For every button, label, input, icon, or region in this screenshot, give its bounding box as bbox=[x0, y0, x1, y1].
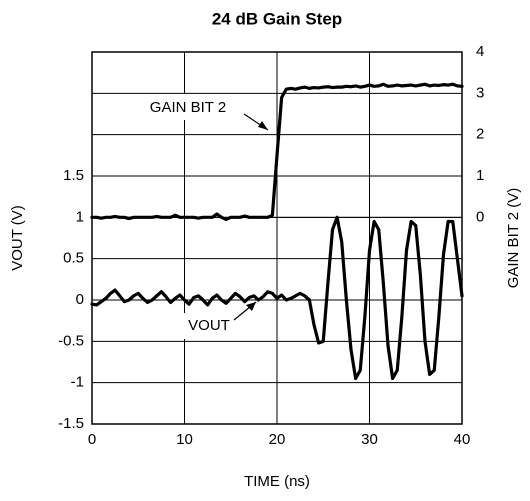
x-tick-label: 30 bbox=[361, 431, 378, 448]
y-tick-label: -1 bbox=[71, 374, 84, 391]
annotation-bg bbox=[182, 313, 236, 339]
chart-title: 24 dB Gain Step bbox=[212, 9, 342, 28]
y-tick-label: 0.5 bbox=[63, 250, 84, 267]
y-tick-label: -0.5 bbox=[58, 332, 84, 349]
x-tick-label: 10 bbox=[176, 431, 193, 448]
y2-tick-label: 2 bbox=[476, 126, 484, 143]
y2-tick-label: 0 bbox=[476, 208, 484, 225]
annotation: GAIN BIT 2 bbox=[150, 99, 226, 116]
x-axis-label: TIME (ns) bbox=[244, 473, 310, 490]
line-series bbox=[90, 215, 464, 381]
y-axis-label: VOUT (V) bbox=[9, 205, 26, 271]
x-tick-label: 0 bbox=[88, 431, 96, 448]
y2-axis-label: GAIN BIT 2 (V) bbox=[505, 188, 522, 289]
annotation-bg bbox=[126, 94, 251, 120]
y2-tick-label: 3 bbox=[476, 84, 484, 101]
annotation: VOUT bbox=[188, 317, 230, 334]
line-series bbox=[90, 82, 464, 221]
x-tick-label: 20 bbox=[269, 431, 286, 448]
y-tick-label: 1.5 bbox=[63, 167, 84, 184]
x-tick-label: 40 bbox=[454, 431, 471, 448]
plot-frame bbox=[91, 51, 463, 425]
annotation-arrowhead bbox=[246, 302, 256, 311]
y2-tick-label: 1 bbox=[476, 167, 484, 184]
y-tick-label: 1 bbox=[76, 208, 84, 225]
y-tick-label: 0 bbox=[76, 291, 84, 308]
y2-tick-label: 4 bbox=[476, 43, 484, 60]
annotation-arrowhead bbox=[258, 121, 268, 130]
y-tick-label: -1.5 bbox=[58, 415, 84, 432]
